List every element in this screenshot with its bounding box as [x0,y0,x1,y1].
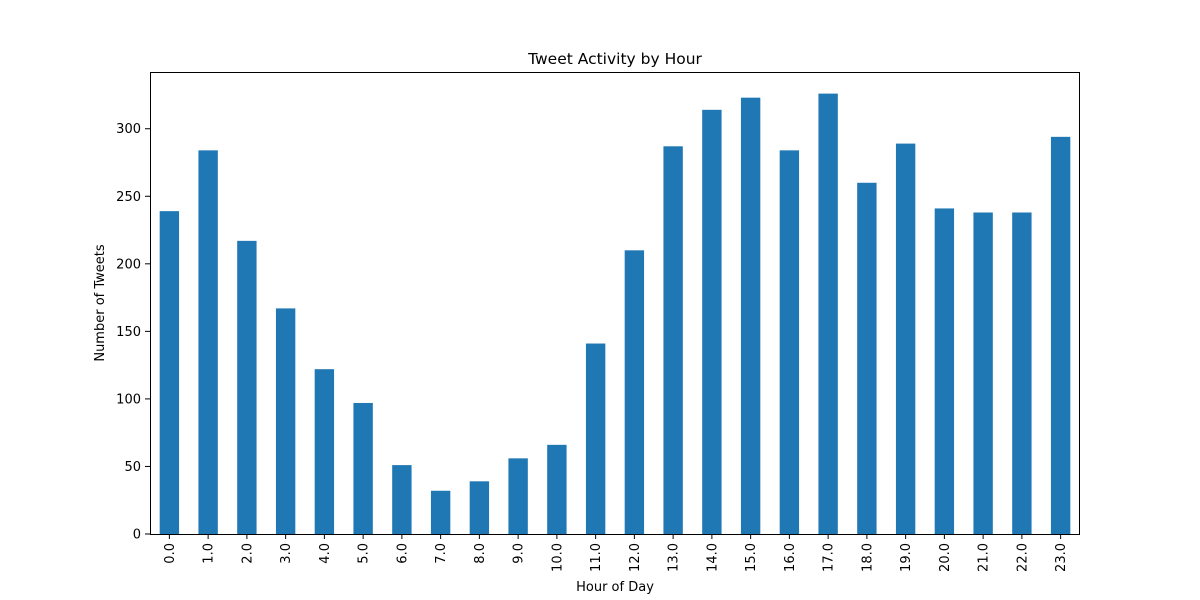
y-tick-label: 200 [116,257,141,272]
bar-hour-3.0 [275,308,296,534]
y-tick-label: 250 [116,190,141,205]
x-tick-label: 4.0 [318,543,333,564]
x-tick-label: 1.0 [202,543,217,564]
x-tick-label: 10.0 [550,543,565,572]
x-tick-label: 14.0 [705,543,720,572]
bar-hour-10.0 [547,444,567,534]
y-tick-label: 50 [124,460,141,475]
x-axis-label: Hour of Day [576,580,654,595]
bar-hour-18.0 [857,182,877,534]
x-tick-label: 23.0 [1054,543,1069,572]
y-tick-label: 300 [116,122,141,137]
bar-hour-9.0 [508,458,528,534]
x-tick-label: 11.0 [589,543,604,572]
x-tick-label: 16.0 [783,543,798,572]
bar-hour-11.0 [585,343,606,534]
x-tick-label: 5.0 [357,543,372,564]
bar-hour-21.0 [973,212,993,535]
bar-hour-5.0 [353,402,373,534]
x-tick-label: 21.0 [977,543,992,572]
x-tick-label: 13.0 [667,543,682,572]
x-tick-label: 2.0 [240,543,255,564]
bar-hour-12.0 [624,250,645,534]
bar-hour-1.0 [198,150,218,534]
bar-hour-13.0 [663,146,683,535]
y-tick-label: 150 [116,325,141,340]
x-tick-label: 9.0 [512,543,527,564]
bar-hour-4.0 [314,369,335,534]
bar-hour-22.0 [1012,212,1032,535]
x-tick-label: 0.0 [163,543,178,564]
x-tick-label: 15.0 [744,543,759,572]
chart-title: Tweet Activity by Hour [527,50,702,68]
bar-hour-15.0 [740,97,761,535]
y-tick-label: 0 [133,528,141,543]
bar-hour-0.0 [159,211,180,534]
bar-hour-2.0 [237,240,257,535]
x-tick-label: 19.0 [899,543,914,572]
bar-hour-23.0 [1050,136,1071,534]
y-axis: 0 50 100 150 200 250 300 [116,122,150,543]
x-tick-label: 18.0 [860,543,875,572]
plot-frame [150,72,1080,535]
x-tick-label: 22.0 [1015,543,1030,572]
x-tick-label: 17.0 [822,543,837,572]
x-tick-label: 7.0 [434,543,449,564]
bar-hour-20.0 [934,208,955,534]
bar-hour-8.0 [469,481,490,534]
x-tick-label: 3.0 [279,543,294,564]
y-axis-label: Number of Tweets [93,244,108,362]
x-tick-label: 6.0 [395,543,410,564]
x-tick-label: 8.0 [473,543,488,564]
x-tick-label: 20.0 [938,543,953,572]
bar-hour-17.0 [818,93,838,535]
bar-hour-6.0 [392,465,412,534]
y-tick-label: 100 [116,392,141,407]
bar-hour-19.0 [895,143,916,534]
bar-hour-7.0 [430,490,451,534]
bar-hour-14.0 [702,109,722,534]
x-tick-label: 12.0 [628,543,643,572]
bar-hour-16.0 [779,150,800,534]
x-axis: 0.0 1.0 2.0 3.0 4.0 5.0 6.0 7.0 8.0 9.0 10.0 11.0 12… [163,534,1069,572]
bars-layer [159,93,1071,535]
